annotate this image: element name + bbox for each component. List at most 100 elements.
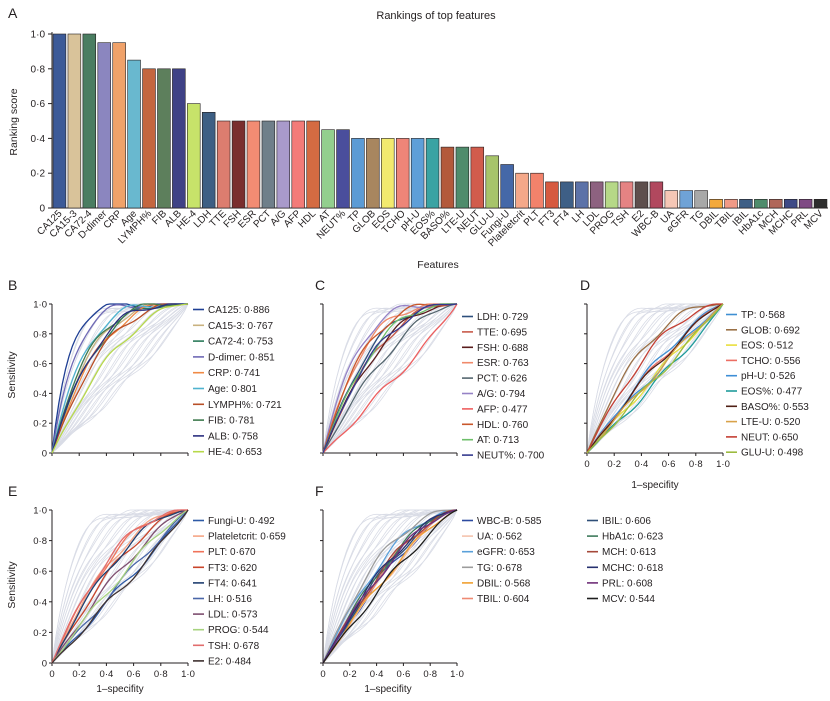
legend-label: FT4: 0·641 [208,578,257,589]
bar-d-dimer [97,42,111,209]
x-tick-label: 0·2 [607,459,621,470]
panel-f-legend: WBC-B: 0·585 UA: 0·562 eGFR: 0·653 TG: 0·67… [462,516,664,605]
background-roc-curve [322,509,458,664]
background-roc-curve [322,303,458,454]
panel-b-plot: 0 0·2 0·4 0·6 0·8 1·0 [33,300,189,460]
panel-a-bars [52,33,828,209]
legend-label: BASO%: 0·553 [741,402,809,413]
legend-label: E2: 0·484 [208,656,252,667]
background-roc-curve [51,303,189,454]
roc-curve-mcv [322,509,458,664]
background-roc-curve [51,509,189,664]
bar-he-4 [187,103,201,209]
panel-a: A Rankings of top features Ranking score… [8,5,828,271]
panel-e-x-label: 1–specifity [96,684,143,695]
bar-fungi-u [500,164,514,209]
legend-label: FIB: 0·781 [208,416,255,427]
legend-label: FT3: 0·620 [208,563,257,574]
panel-e-letter: E [8,483,17,499]
panel-c-letter: C [315,277,325,293]
background-roc-curve [322,509,457,664]
x-tick-label: 0·4 [100,669,114,680]
bar-egfr [679,190,693,209]
background-roc-curve [51,303,189,454]
background-roc-curve [51,509,189,664]
y-tick-label: 1·0 [31,30,46,41]
bar-neut- [336,129,350,209]
panel-e-legend: Fungi-U: 0·492 Plateletcrit: 0·659 PLT: 0·… [193,516,286,667]
panel-c: C LDH: 0·729 TTE: 0·695 FSH: 0·688 ESR: 0·7… [315,277,545,462]
legend-label: LTE-U: 0·520 [741,417,801,428]
legend-label: EOS: 0·512 [741,341,794,352]
y-tick-label: 0·8 [33,329,47,340]
legend-label: CA125: 0·886 [208,305,270,316]
bar-prog [604,181,619,209]
legend-label: pH-U: 0·526 [741,371,796,382]
roc-curve-baso- [586,303,724,454]
panel-d-x-label: 1–specifity [631,480,678,491]
legend-label: HbA1c: 0·623 [602,532,664,543]
bar-lymph- [142,68,156,209]
y-tick-label: 0 [39,204,45,215]
bar-wbc-b [649,181,664,209]
legend-label: EOS%: 0·477 [741,387,803,398]
bar-tg [694,190,708,209]
bar-plt [530,172,544,209]
legend-label: CA15-3: 0·767 [208,321,273,332]
x-tick-label: 1·0 [450,669,464,680]
legend-label: LDL: 0·573 [208,610,258,621]
panel-d-letter: D [580,277,590,293]
legend-label: UA: 0·562 [477,532,522,543]
bar-esr [246,120,261,209]
roc-curve-he-4 [51,303,189,454]
bar-afp [291,120,305,209]
background-roc-curve [51,509,189,664]
y-tick-label: 0·8 [31,64,46,75]
bar-baso- [440,146,455,209]
x-tick-label: 0·8 [423,669,437,680]
bar-neut [470,146,485,209]
roc-curve-eos- [586,303,724,454]
legend-label: PLT: 0·670 [208,547,256,558]
legend-label: WBC-B: 0·585 [477,516,542,527]
panel-b-letter: B [8,277,17,293]
legend-label: LDH: 0·729 [477,312,529,323]
background-roc-curve [322,303,457,454]
background-roc-curve [322,509,458,664]
roc-curve-ldl [51,509,189,664]
x-tick-label: 0 [49,669,54,680]
bar-alb [172,68,186,209]
x-tick-label: 0·6 [662,459,676,470]
panel-d-plot: 0 0·2 0·4 0·6 0·8 1·0 [584,303,730,470]
roc-curve-alb [51,303,188,454]
legend-label: eGFR: 0·653 [477,547,535,558]
legend-label: TSH: 0·678 [208,641,260,652]
legend-label: MCH: 0·613 [602,547,656,558]
roc-curve-afp [322,303,458,454]
bar-fsh [231,120,246,209]
background-roc-curve [51,303,189,454]
y-tick-label: 0 [42,659,47,670]
x-tick-label: 0·2 [343,669,357,680]
bar-ca15-3 [67,33,82,209]
panel-c-legend: LDH: 0·729 TTE: 0·695 FSH: 0·688 ESR: 0·763… [462,312,545,462]
panel-c-plot [320,303,458,456]
roc-curve-tp [586,303,724,454]
x-tick-label: 1·0 [181,669,195,680]
legend-label: LH: 0·516 [208,594,252,605]
bar-ph-u [410,138,425,209]
legend-label: MCV: 0·544 [602,594,655,605]
bar-dbil [709,199,723,209]
legend-label: D-dimer: 0·851 [208,352,275,363]
legend-label: ESR: 0·763 [477,358,529,369]
roc-curve-mch [322,509,458,664]
x-tick-label: 0·6 [127,669,141,680]
legend-label: A/G: 0·794 [477,389,526,400]
bar-prl [798,199,813,209]
panel-f-x-label: 1–specifity [364,684,411,695]
y-tick-label: 0·6 [33,567,47,578]
x-tick-label: TSH [610,208,632,230]
legend-label: GLU-U: 0·498 [741,448,804,459]
legend-label: TTE: 0·695 [477,327,527,338]
x-tick-label: HDL [296,208,318,230]
